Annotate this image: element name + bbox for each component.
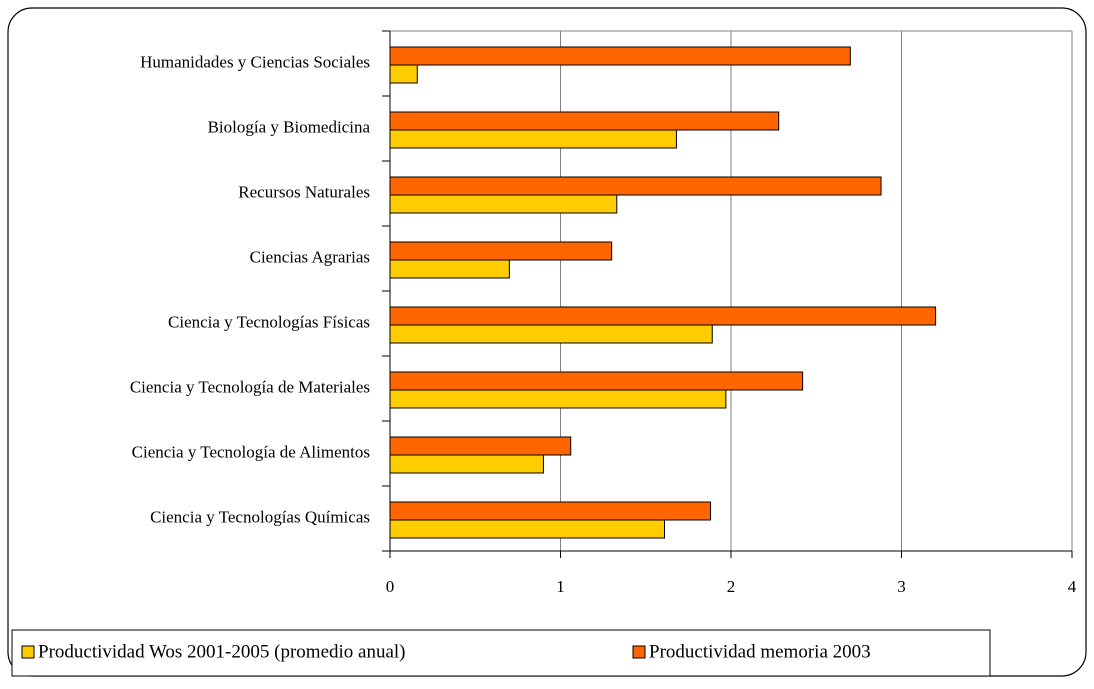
bar — [389, 519, 666, 539]
bar — [389, 241, 613, 261]
y-tick-label: Ciencia y Tecnologías Físicas — [168, 312, 370, 331]
x-tick-label: 3 — [897, 577, 906, 596]
bar — [389, 324, 713, 344]
legend-box — [11, 629, 991, 677]
bar — [389, 111, 780, 131]
y-tick-label: Humanidades y Ciencias Sociales — [140, 52, 370, 71]
bar — [389, 371, 804, 391]
bar — [389, 64, 418, 84]
bar — [389, 46, 851, 66]
y-tick-label: Ciencia y Tecnologías Químicas — [150, 507, 370, 526]
bar — [389, 259, 510, 279]
bar — [389, 129, 677, 149]
y-tick-label: Ciencia y Tecnología de Alimentos — [132, 442, 370, 461]
bar — [389, 194, 618, 214]
y-tick-label: Ciencia y Tecnología de Materiales — [130, 377, 370, 396]
x-tick-label: 4 — [1068, 577, 1077, 596]
bar — [389, 176, 882, 196]
bar — [389, 501, 712, 521]
legend-swatch — [21, 645, 35, 659]
y-tick-label: Biología y Biomedicina — [208, 117, 371, 136]
x-tick-label: 0 — [386, 577, 395, 596]
bar — [389, 436, 572, 456]
y-tick-label: Recursos Naturales — [238, 182, 370, 201]
x-tick-label: 2 — [727, 577, 736, 596]
bar — [389, 389, 727, 409]
bar — [389, 454, 544, 474]
x-tick-label: 1 — [556, 577, 565, 596]
legend-label: Productividad memoria 2003 — [649, 641, 871, 662]
y-tick-label: Ciencias Agrarias — [250, 247, 370, 266]
legend-label: Productividad Wos 2001-2005 (promedio an… — [38, 641, 406, 662]
bar — [389, 306, 937, 326]
legend-swatch — [632, 645, 646, 659]
